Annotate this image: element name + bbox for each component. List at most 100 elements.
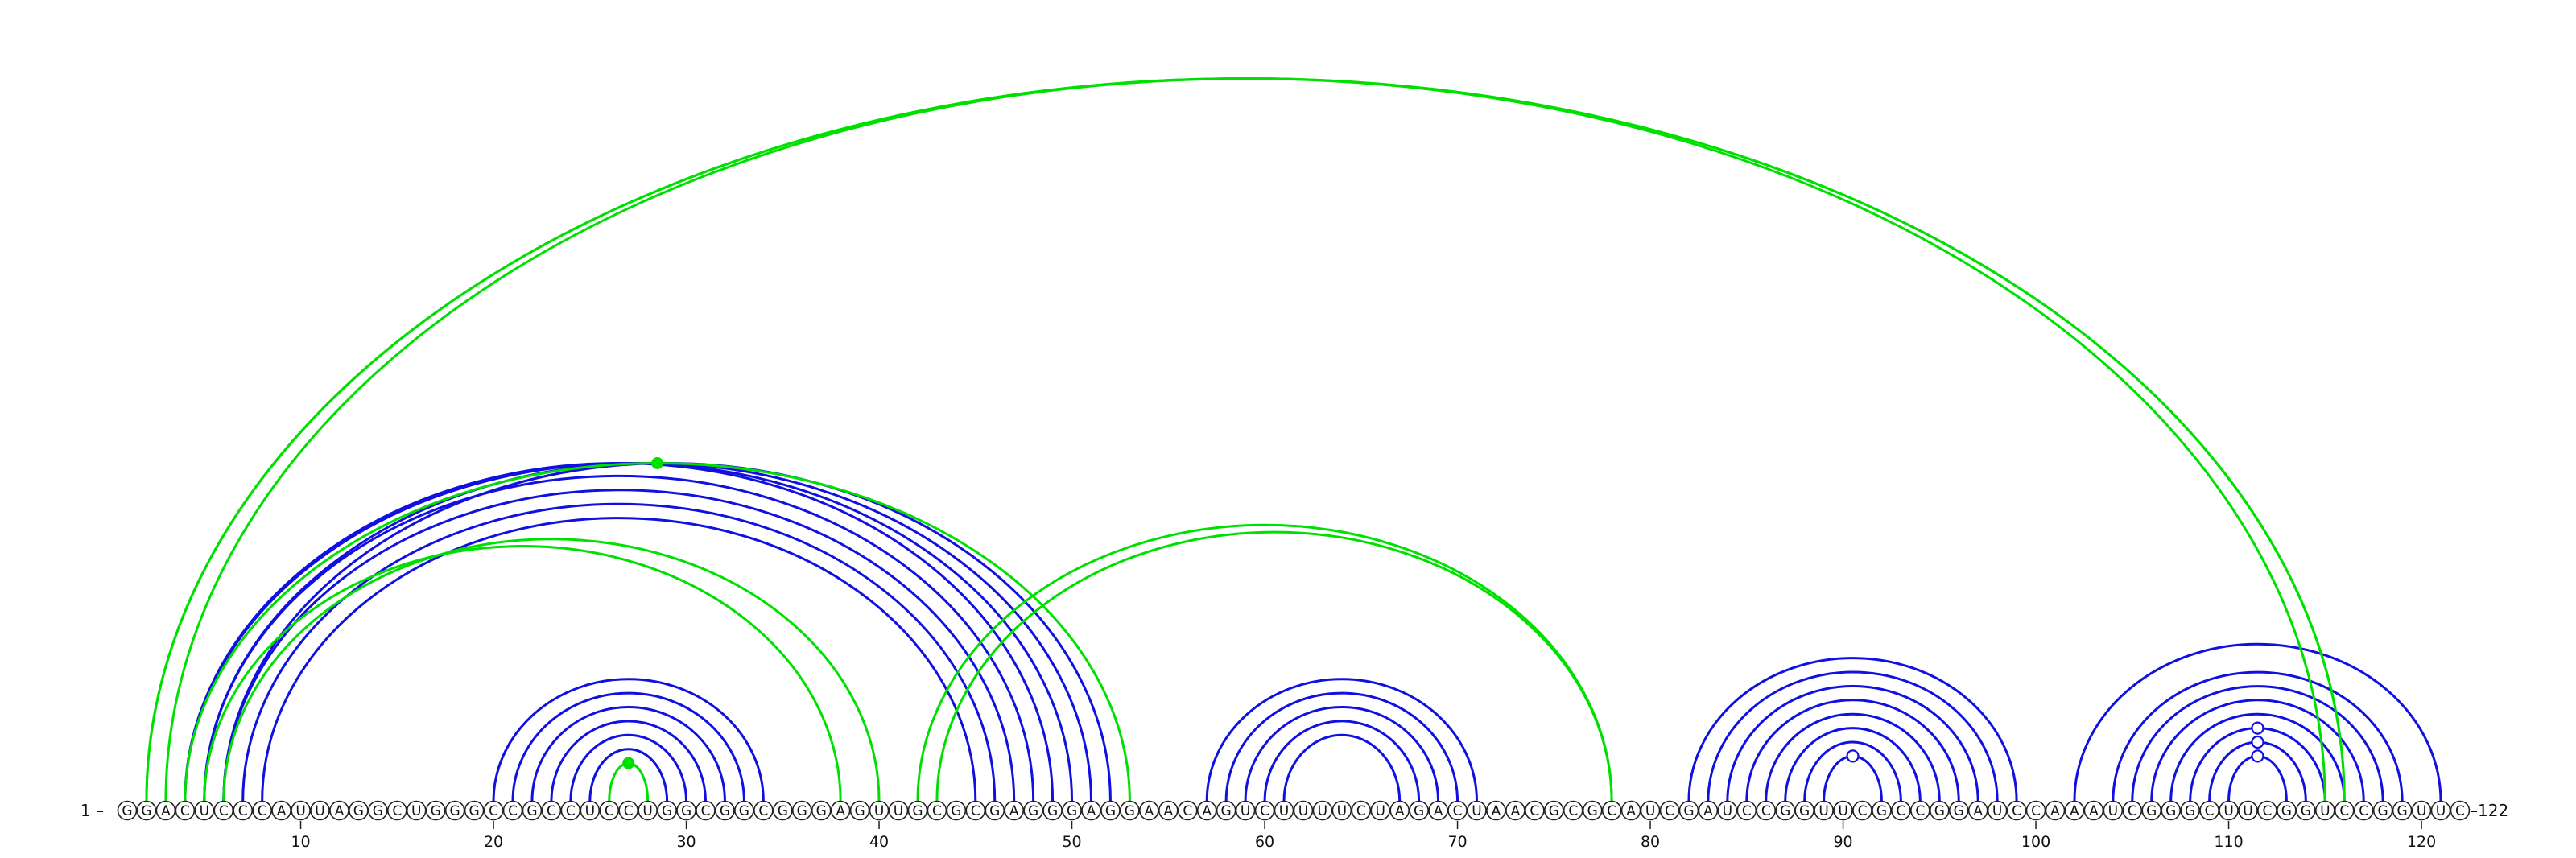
- nucleotide-letter: A: [836, 803, 845, 819]
- canonical-arc: [1803, 740, 1902, 802]
- nucleotide: G: [1100, 800, 1121, 821]
- nucleotide-letter: A: [1626, 803, 1636, 819]
- nucleotide-letter: C: [701, 803, 711, 819]
- canonical-arc: [1707, 670, 1999, 802]
- nucleotide-letter: C: [547, 803, 556, 819]
- canonical-arc: [2112, 670, 2404, 802]
- nucleotide: C: [696, 800, 716, 821]
- nucleotide: G: [2296, 800, 2316, 821]
- nucleotide-letter: A: [161, 803, 171, 819]
- tick-label: 10: [291, 833, 310, 851]
- nucleotide: U: [2103, 800, 2124, 821]
- nucleotide: U: [1987, 800, 2008, 821]
- nucleotide-letter: A: [1973, 803, 1983, 819]
- nucleotide: C: [1254, 800, 1275, 821]
- nucleotide: A: [1081, 800, 1101, 821]
- nucleotide-letter: U: [1645, 803, 1655, 819]
- nucleotide-letter: G: [469, 803, 480, 819]
- nucleotide-letter: G: [2281, 803, 2292, 819]
- nucleotide: G: [444, 800, 465, 821]
- nucleotide: A: [155, 800, 176, 821]
- nucleotide-letter: G: [526, 803, 537, 819]
- nucleotide-letter: U: [2223, 803, 2233, 819]
- nucleotide: G: [2180, 800, 2200, 821]
- nucleotide-letter: A: [1703, 803, 1713, 819]
- nucleotide: C: [1351, 800, 1372, 821]
- nucleotide-letter: C: [971, 803, 980, 819]
- nucleotide: C: [386, 800, 407, 821]
- nucleotide-letter: U: [894, 803, 903, 819]
- tick-label: 70: [1447, 833, 1467, 851]
- nucleotide-letter: G: [1876, 803, 1887, 819]
- nucleotide: G: [1120, 800, 1140, 821]
- nucleotide-letter: G: [951, 803, 961, 819]
- nucleotide-letter: U: [1318, 803, 1327, 819]
- nucleotide-letter: C: [392, 803, 402, 819]
- nucleotide: A: [1620, 800, 1641, 821]
- nucleotide-letter: G: [1105, 803, 1116, 819]
- noncanonical-arc: [184, 462, 1131, 802]
- nucleotide-letter: G: [778, 803, 788, 819]
- nucleotide-letter: A: [1087, 803, 1096, 819]
- nucleotide-letter: C: [2012, 803, 2021, 819]
- nucleotide-letter: U: [2436, 803, 2446, 819]
- nucleotide: C: [2006, 800, 2027, 821]
- nucleotide: U: [2411, 800, 2432, 821]
- end-label: –122: [2470, 801, 2508, 820]
- canonical-arc: [2150, 699, 2365, 802]
- nucleotide-letter: U: [315, 803, 324, 819]
- tick-label: 80: [1641, 833, 1660, 851]
- nucleotide-letter: G: [122, 803, 132, 819]
- nucleotide-letter: U: [200, 803, 209, 819]
- canonical-arc: [1205, 678, 1478, 802]
- nucleotide: A: [1196, 800, 1217, 821]
- nucleotide: U: [406, 800, 427, 821]
- nucleotide: C: [1756, 800, 1777, 821]
- nucleotide: G: [849, 800, 870, 821]
- canonical-arc: [242, 502, 997, 802]
- canonical-arc: [569, 733, 688, 802]
- nucleotide: G: [946, 800, 967, 821]
- nucleotide: C: [1910, 800, 1930, 821]
- nucleotide-letter: U: [1838, 803, 1847, 819]
- nucleotide: U: [2430, 800, 2451, 821]
- nucleotide-letter: A: [2050, 803, 2060, 819]
- filled-marker: [622, 757, 635, 769]
- nucleotide: G: [1042, 800, 1063, 821]
- canonical-arc: [492, 678, 765, 802]
- canonical-arc: [2073, 642, 2442, 802]
- nucleotide-letter: G: [2301, 803, 2311, 819]
- nucleotide: U: [638, 800, 658, 821]
- nucleotide: G: [117, 800, 138, 821]
- nucleotide: G: [734, 800, 754, 821]
- nucleotide: G: [349, 800, 369, 821]
- nucleotide-letter: G: [1780, 803, 1790, 819]
- nucleotide-letter: U: [1241, 803, 1250, 819]
- nucleotide-letter: C: [219, 803, 229, 819]
- nucleotide-letter: G: [141, 803, 151, 819]
- nucleotide: U: [194, 800, 215, 821]
- nucleotide: U: [1814, 800, 1834, 821]
- nucleotide: G: [2161, 800, 2181, 821]
- canonical-arc: [1263, 720, 1421, 802]
- nucleotide: G: [136, 800, 157, 821]
- nucleotide-letter: C: [1742, 803, 1752, 819]
- nucleotide: G: [791, 800, 812, 821]
- open-marker: [2251, 721, 2264, 735]
- nucleotide: A: [1389, 800, 1410, 821]
- canonical-arc: [2131, 684, 2384, 802]
- nucleotide: C: [1891, 800, 1911, 821]
- nucleotide: C: [2257, 800, 2277, 821]
- nucleotide: C: [560, 800, 581, 821]
- nucleotide-letter: G: [662, 803, 672, 819]
- nucleotide-letter: G: [739, 803, 749, 819]
- nucleotide: C: [2025, 800, 2046, 821]
- nucleotide-letter: G: [1549, 803, 1559, 819]
- nucleotide: G: [1544, 800, 1564, 821]
- nucleotide: U: [1235, 800, 1256, 821]
- nucleotide: U: [1640, 800, 1661, 821]
- nucleotide-letter: C: [1183, 803, 1192, 819]
- nucleotide: U: [869, 800, 890, 821]
- nucleotide-letter: U: [1818, 803, 1828, 819]
- nucleotide: U: [2238, 800, 2258, 821]
